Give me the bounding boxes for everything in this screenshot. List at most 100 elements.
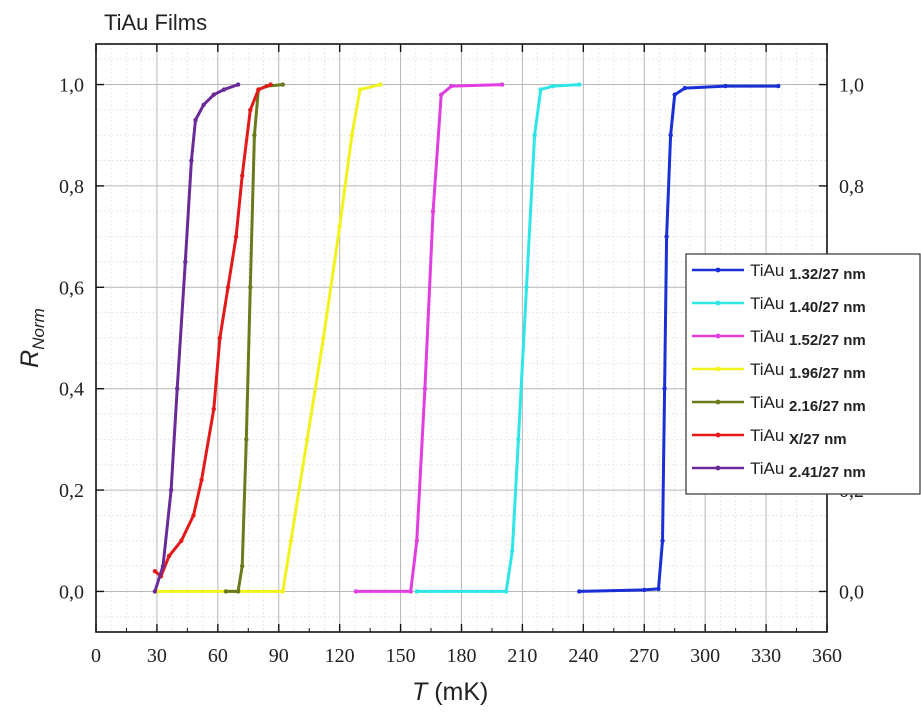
data-point-4 [357,87,363,92]
y-tick-label: 1,0 [59,75,84,97]
data-point-6 [152,568,158,574]
data-point-5 [235,589,241,594]
y-axis-label-symbol: R [16,350,44,368]
y-tick-label: 0,2 [59,480,84,502]
legend-marker-2 [715,300,721,306]
data-point-7 [193,117,198,123]
data-point-3 [408,589,413,594]
data-point-7 [168,487,174,493]
legend-label-name: TiAu [750,327,789,346]
y-tick-labels: 0,0 0,2 0,4 0,6 0,8 1,0 [59,75,84,604]
data-point-6 [211,406,216,412]
legend-label-name: TiAu [750,294,789,313]
legend-label-name: TiAu [750,261,789,280]
y-axis-label: RNorm [16,308,48,368]
y-tick-label-right: 1,0 [839,75,864,97]
chart-title: TiAu Films [104,10,207,35]
data-point-7 [160,563,166,569]
y-tick-label: 0,8 [59,176,84,198]
x-axis-label-symbol: T [412,678,429,706]
data-point-6 [179,538,184,543]
data-point-4 [349,133,355,138]
legend-label-suffix: 2.41/27 nm [789,464,866,481]
data-point-5 [248,285,253,290]
data-point-1 [642,587,647,593]
data-point-2 [503,589,509,594]
data-point-1 [664,234,669,239]
data-point-1 [682,85,688,91]
data-point-4 [321,335,326,341]
data-point-3 [438,92,444,97]
data-point-7 [201,102,206,108]
data-point-5 [240,563,245,569]
legend-label-suffix: 2.16/27 nm [789,398,866,415]
series-line-3 [354,83,504,593]
data-point-2 [532,133,537,138]
y-tick-label: 0,6 [59,277,84,299]
data-point-6 [217,335,223,341]
data-point-4 [288,538,294,543]
data-point-7 [211,92,216,97]
legend-marker-1 [715,267,721,273]
data-point-6 [225,285,231,290]
x-tick-label: 150 [386,645,416,667]
x-tick-label: 60 [208,645,228,667]
data-point-3 [499,82,505,87]
data-point-6 [199,477,204,483]
x-tick-label: 30 [147,645,167,667]
data-point-3 [430,209,436,214]
legend-marker-5 [715,399,721,405]
x-tick-labels: 0 30 60 90 120 150 180 210 240 270 300 330 360 [91,645,842,667]
data-point-1 [672,92,677,97]
data-point-2 [510,548,515,554]
data-point-7 [183,259,188,265]
legend-marker-7 [715,465,721,471]
x-axis-label-unit: (mK) [427,678,488,706]
data-point-3 [353,589,359,594]
data-point-6 [256,87,261,92]
data-point-2 [516,437,521,442]
x-tick-label: 180 [447,645,477,667]
x-tick-label: 0 [91,645,101,667]
data-point-7 [221,87,227,92]
legend-label-3: TiAu 1.52/27 nm [750,327,866,349]
data-point-5 [223,589,229,594]
data-point-1 [723,83,728,89]
x-tick-label: 360 [812,645,842,667]
legend-label-name: TiAu [750,426,789,445]
legend-label-1: TiAu 1.32/27 nm [750,261,866,283]
x-tick-label: 300 [690,645,720,667]
data-point-4 [280,589,286,594]
data-point-1 [577,589,582,594]
data-point-6 [248,107,253,113]
data-point-7 [235,82,241,87]
data-point-2 [414,589,420,594]
data-point-5 [280,82,286,87]
x-tick-label: 330 [751,645,781,667]
data-point-3 [449,83,454,89]
legend-box [685,253,921,495]
data-point-5 [244,437,249,442]
legend-label-suffix: 1.32/27 nm [789,266,866,283]
series-line-6 [153,83,273,578]
data-point-3 [422,386,428,391]
legend-label-suffix: 1.40/27 nm [789,299,866,316]
legend-label-6: TiAu X/27 nm [750,426,847,448]
legend-marker-6 [715,432,721,438]
legend-label-5: TiAu 2.16/27 nm [750,393,866,415]
data-point-1 [776,83,781,89]
data-point-5 [252,133,257,138]
series-layer [152,82,781,594]
data-point-6 [268,82,273,87]
data-point-2 [577,82,582,87]
x-tick-label: 210 [507,645,537,667]
legend-label-name: TiAu [750,393,789,412]
data-point-6 [166,553,172,559]
data-point-4 [378,82,383,87]
data-point-1 [662,386,667,391]
data-point-6 [233,234,239,239]
legend-label-suffix: X/27 nm [789,431,847,448]
y-tick-label-right: 0,8 [839,176,864,198]
x-axis-label: T (mK) [412,678,488,706]
